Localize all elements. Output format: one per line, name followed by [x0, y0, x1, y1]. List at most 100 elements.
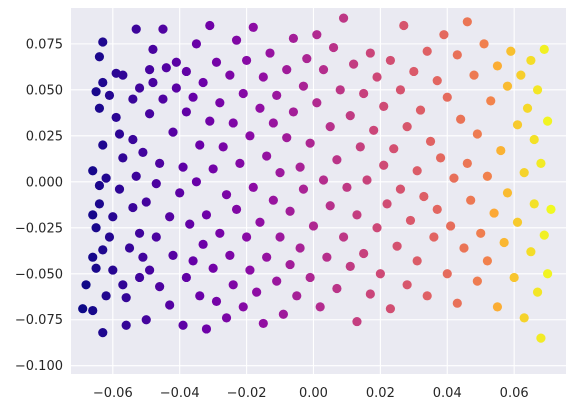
scatter-point: [221, 313, 232, 323]
scatter-point: [318, 65, 329, 75]
y-tick-label: −0.100: [15, 359, 63, 374]
scatter-point: [522, 103, 533, 113]
scatter-point: [502, 81, 513, 91]
scatter-point: [191, 39, 202, 49]
scatter-point: [512, 217, 523, 227]
scatter-point: [144, 65, 155, 75]
scatter-point: [502, 188, 513, 198]
scatter-point: [211, 296, 222, 306]
scatter-point: [532, 287, 543, 297]
scatter-point: [258, 318, 268, 329]
scatter-point: [104, 90, 115, 100]
scatter-point: [98, 328, 108, 338]
scatter-point: [526, 247, 536, 257]
scatter-point: [91, 87, 101, 97]
scatter-point: [141, 315, 151, 325]
scatter-point: [288, 33, 299, 43]
scatter-point: [305, 272, 315, 283]
scatter-point: [305, 138, 315, 148]
scatter-point: [405, 215, 416, 226]
scatter-point: [81, 280, 91, 290]
scatter-point: [205, 116, 215, 126]
scatter-point: [472, 276, 482, 286]
scatter-point: [529, 134, 539, 145]
scatter-point: [171, 83, 181, 93]
scatter-point: [198, 77, 208, 88]
scatter-point: [114, 129, 125, 139]
scatter-point: [399, 20, 409, 31]
scatter-point: [295, 162, 305, 172]
scatter-point: [225, 70, 235, 80]
scatter-point: [479, 39, 489, 49]
scatter-point: [402, 122, 412, 132]
scatter-point: [355, 142, 365, 152]
x-tick-label: 0.06: [500, 386, 529, 401]
scatter-point: [235, 158, 245, 169]
scatter-point: [218, 142, 228, 152]
scatter-point: [118, 280, 128, 290]
scatter-point: [519, 168, 529, 178]
scatter-point: [255, 217, 265, 227]
scatter-point: [499, 237, 509, 248]
scatter-point: [486, 96, 496, 106]
scatter-point: [171, 57, 181, 67]
scatter-point: [155, 158, 165, 169]
scatter-point: [446, 221, 456, 231]
scatter-point: [482, 171, 493, 181]
scatter-point: [238, 302, 248, 312]
scatter-point: [151, 179, 161, 189]
scatter-point: [198, 239, 208, 249]
scatter-point: [322, 252, 332, 262]
scatter-point: [114, 184, 125, 194]
x-tick-label: 0.00: [299, 386, 328, 401]
scatter-point: [211, 57, 222, 67]
x-tick-label: 0.02: [366, 386, 395, 401]
scatter-point: [372, 223, 382, 233]
scatter-point: [252, 287, 262, 297]
scatter-point: [338, 232, 349, 242]
y-tick-label: 0.000: [26, 175, 63, 190]
scatter-point: [372, 72, 382, 82]
scatter-point: [476, 228, 486, 238]
scatter-point: [205, 20, 215, 31]
scatter-point: [185, 219, 195, 229]
scatter-point: [245, 265, 255, 275]
scatter-point: [128, 134, 138, 145]
scatter-point: [208, 263, 218, 273]
scatter-point: [178, 162, 188, 172]
x-tick-label: −0.04: [160, 386, 200, 401]
scatter-point: [268, 118, 278, 128]
scatter-point: [492, 302, 503, 312]
scatter-point: [78, 304, 88, 314]
scatter-point: [151, 232, 161, 242]
scatter-point: [272, 276, 282, 286]
scatter-point: [128, 94, 138, 104]
scatter-point: [409, 66, 419, 77]
scatter-point: [168, 127, 178, 137]
scatter-point: [138, 147, 148, 157]
x-tick-label: −0.06: [93, 386, 133, 401]
scatter-point: [415, 105, 426, 115]
scatter-point: [285, 259, 295, 270]
scatter-point: [452, 50, 462, 60]
scatter-point: [108, 212, 118, 222]
scatter-point: [275, 168, 285, 178]
scatter-point: [128, 202, 138, 213]
scatter-point: [298, 81, 309, 91]
x-axis: −0.06 −0.04 −0.02 0.00 0.02 0.04 0.06: [93, 386, 529, 401]
scatter-point: [472, 129, 482, 139]
scatter-point: [275, 232, 285, 242]
scatter-point: [492, 61, 503, 71]
scatter-point: [359, 88, 369, 99]
scatter-point: [94, 199, 105, 209]
scatter-point: [389, 144, 399, 154]
scatter-point: [335, 85, 345, 95]
scatter-point: [91, 223, 101, 233]
y-axis: −0.100 −0.075 −0.050 −0.025 0.000 0.025 0.050 0…: [15, 37, 63, 374]
scatter-point: [325, 201, 335, 211]
scatter-point: [292, 291, 302, 301]
scatter-point: [462, 17, 472, 27]
scatter-point: [168, 250, 178, 260]
scatter-point: [144, 265, 155, 275]
